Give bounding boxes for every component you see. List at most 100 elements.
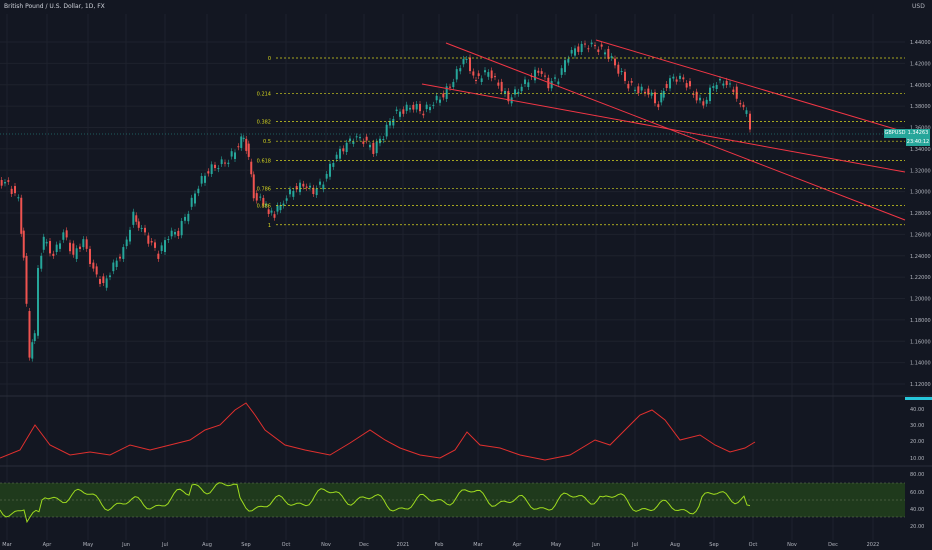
- price-tick-label: 1.30000: [910, 190, 931, 196]
- ind2-tick-label: 20.00: [910, 524, 924, 530]
- candle-body: [197, 188, 200, 194]
- candle-body: [204, 175, 206, 183]
- time-tick-label: Apr: [513, 542, 523, 548]
- candle-body: [180, 221, 183, 236]
- candle-body: [359, 137, 361, 139]
- indicator1-line: [0, 402, 756, 461]
- candle-body: [425, 104, 428, 110]
- indicator-pane-1: [0, 402, 756, 461]
- candle-body: [540, 71, 543, 74]
- candle-body: [7, 180, 10, 182]
- candle-body: [242, 137, 245, 139]
- candle-body: [647, 88, 650, 95]
- candle-body: [402, 109, 405, 114]
- axes: 1.44000 1.42000 1.40000 1.38000 1.36000 1.340…: [2, 40, 932, 548]
- candle-body: [455, 69, 458, 80]
- fibonacci-retracement[interactable]: 0 0.214 0.382 0.5 0.618 0.786 0.886 1: [257, 56, 905, 229]
- descending-channel[interactable]: [421, 39, 906, 221]
- candle-body: [477, 73, 480, 76]
- candle-body: [279, 204, 282, 211]
- time-tick-label: Apr: [43, 542, 53, 548]
- candle-body: [115, 260, 118, 267]
- fib-level-label: 0.382: [257, 119, 271, 125]
- candle-body: [214, 164, 216, 169]
- candle-body: [487, 72, 490, 77]
- candle-body: [102, 276, 105, 284]
- time-tick-label: Dec: [359, 542, 369, 548]
- candle-body: [147, 235, 150, 244]
- candle-body: [335, 154, 338, 159]
- candle-body: [339, 148, 341, 159]
- candle-body: [600, 44, 603, 47]
- candle-body: [610, 56, 613, 58]
- candle-body: [174, 231, 176, 235]
- price-tick-label: 1.40000: [910, 83, 931, 89]
- price-tick-label: 1.20000: [910, 297, 931, 303]
- ind2-tick-label: 80.00: [910, 472, 924, 478]
- candle-body: [607, 48, 610, 59]
- candle-body: [644, 91, 646, 94]
- candle-body: [537, 70, 540, 73]
- candle-body: [200, 176, 203, 184]
- candle-body: [682, 77, 685, 80]
- candle-body: [570, 50, 573, 54]
- candle-body: [167, 238, 170, 240]
- candle-body: [262, 197, 265, 205]
- last-price-tag: 1.34263: [906, 129, 930, 138]
- time-tick-label: Aug: [202, 542, 212, 548]
- candle-body: [207, 171, 210, 174]
- fib-level-label: 0.886: [257, 204, 271, 210]
- channel-line: [445, 42, 906, 221]
- indicator-pane-2: [0, 482, 905, 524]
- candle-body: [705, 99, 708, 104]
- candle-body: [732, 89, 735, 93]
- candle-body: [285, 198, 288, 201]
- candle-body: [624, 71, 626, 81]
- candle-body: [92, 262, 95, 269]
- candle-body: [412, 104, 415, 110]
- time-tick-label: Dec: [828, 542, 838, 548]
- candle-body: [42, 236, 45, 250]
- candle-body: [574, 48, 576, 56]
- price-tick-label: 1.18000: [910, 318, 931, 324]
- price-tick-label: 1.34000: [910, 147, 931, 153]
- candle-body: [135, 215, 138, 222]
- ind1-tick-label: 40.00: [910, 407, 924, 413]
- candle-body: [722, 83, 725, 86]
- candle-body: [157, 253, 160, 259]
- candle-body: [55, 244, 58, 253]
- candle-body: [534, 69, 536, 81]
- candle-body: [494, 76, 496, 78]
- candle-body: [31, 342, 34, 359]
- time-tick-label: Mar: [2, 542, 12, 548]
- candle-body: [217, 168, 220, 170]
- candle-body: [742, 104, 745, 108]
- candle-body: [14, 186, 16, 194]
- candle-body: [580, 43, 583, 52]
- ind1-tick-label: 30.00: [910, 423, 924, 429]
- candle-body: [614, 58, 616, 66]
- candle-body: [620, 71, 623, 73]
- candle-body: [10, 188, 13, 194]
- candle-body: [452, 81, 455, 88]
- candle-body: [520, 86, 523, 92]
- price-tick-label: 1.12000: [910, 382, 931, 388]
- candle-body: [719, 79, 721, 81]
- candle-body: [449, 86, 451, 88]
- countdown-tag: 23:40:12: [906, 138, 930, 146]
- candle-body: [597, 49, 600, 52]
- candle-body: [739, 102, 742, 105]
- candle-body: [234, 152, 236, 159]
- candle-body: [40, 255, 43, 269]
- grid-lines: [0, 14, 932, 540]
- candle-body: [395, 109, 398, 112]
- fib-level-label: 0.5: [263, 139, 271, 145]
- candle-body: [292, 190, 295, 197]
- candle-body: [415, 104, 418, 110]
- candle-body: [295, 186, 298, 190]
- candle-body: [709, 87, 711, 102]
- candle-body: [315, 188, 318, 196]
- candle-body: [665, 84, 668, 89]
- candle-body: [524, 79, 526, 84]
